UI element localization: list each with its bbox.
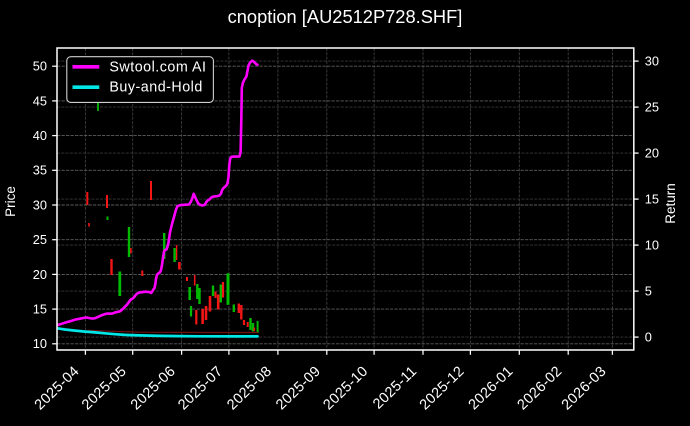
svg-text:Return: Return (663, 183, 678, 224)
svg-text:45: 45 (33, 93, 47, 108)
svg-text:20: 20 (33, 267, 47, 282)
svg-text:Swtool.com AI: Swtool.com AI (109, 59, 206, 75)
svg-text:35: 35 (33, 163, 47, 178)
svg-text:30: 30 (33, 197, 47, 212)
svg-text:15: 15 (33, 302, 47, 317)
svg-text:10: 10 (645, 238, 659, 253)
svg-text:10: 10 (33, 336, 47, 351)
svg-text:30: 30 (645, 54, 659, 69)
svg-text:Price: Price (3, 186, 18, 217)
svg-text:20: 20 (645, 146, 659, 161)
svg-text:15: 15 (645, 192, 659, 207)
svg-text:0: 0 (645, 330, 652, 345)
svg-text:25: 25 (645, 100, 659, 115)
svg-text:cnoption [AU2512P728.SHF]: cnoption [AU2512P728.SHF] (228, 6, 463, 27)
svg-text:50: 50 (33, 59, 47, 74)
svg-text:40: 40 (33, 128, 47, 143)
svg-text:25: 25 (33, 232, 47, 247)
svg-text:5: 5 (645, 284, 652, 299)
svg-text:Buy-and-Hold: Buy-and-Hold (109, 80, 202, 96)
